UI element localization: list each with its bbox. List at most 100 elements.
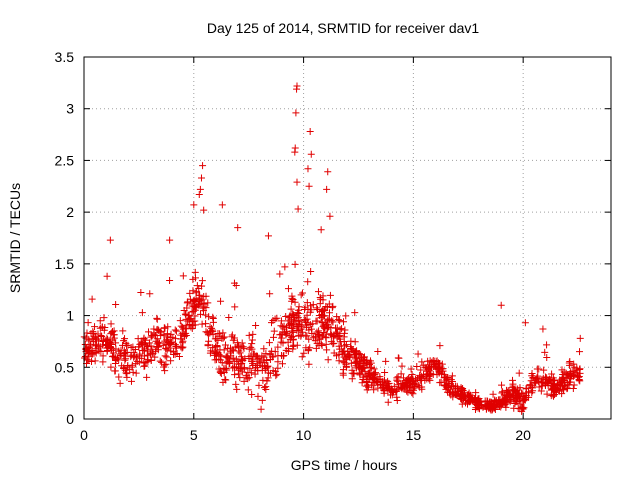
data-point [136, 350, 144, 358]
data-point [274, 343, 282, 351]
data-point [543, 390, 551, 398]
data-point [312, 333, 320, 341]
data-point [325, 300, 333, 308]
data-point [381, 369, 389, 377]
data-point [112, 300, 120, 308]
data-point [121, 335, 129, 343]
data-point [119, 327, 127, 335]
data-point [299, 328, 307, 336]
data-point [314, 288, 322, 296]
data-point [340, 347, 348, 355]
data-point [224, 354, 232, 362]
data-point [205, 337, 213, 345]
data-point [355, 363, 363, 371]
data-point [249, 350, 257, 358]
data-point [218, 201, 226, 209]
data-point [99, 358, 107, 366]
data-point [245, 331, 253, 339]
data-point [153, 315, 161, 323]
data-point [224, 345, 232, 353]
data-point [291, 260, 299, 268]
data-point [319, 307, 327, 315]
data-point [96, 317, 104, 325]
data-point [348, 369, 356, 377]
data-point [286, 332, 294, 340]
data-point [351, 309, 359, 317]
data-point [338, 325, 346, 333]
data-point [320, 306, 328, 314]
data-point [340, 318, 348, 326]
data-point [364, 369, 372, 377]
data-point [240, 377, 248, 385]
data-point [497, 301, 505, 309]
data-point [276, 331, 284, 339]
data-point [575, 373, 583, 381]
data-point [268, 347, 276, 355]
data-point [235, 344, 243, 352]
data-point [386, 391, 394, 399]
data-point [81, 340, 89, 348]
data-point [89, 328, 97, 336]
data-point [560, 386, 568, 394]
data-point [392, 387, 400, 395]
data-point [191, 317, 199, 325]
data-point [212, 349, 220, 357]
data-point [277, 317, 285, 325]
data-point [221, 376, 229, 384]
data-point [364, 372, 372, 380]
data-point [390, 382, 398, 390]
data-point [97, 331, 105, 339]
data-point [222, 376, 230, 384]
data-point [145, 328, 153, 336]
data-point [304, 278, 312, 286]
data-point [107, 363, 115, 371]
data-point [573, 366, 581, 374]
data-point [323, 185, 331, 193]
data-point [411, 380, 419, 388]
data-point [441, 373, 449, 381]
data-point [278, 360, 286, 368]
data-point [283, 323, 291, 331]
data-point [339, 348, 347, 356]
data-point [199, 162, 207, 170]
data-point [234, 341, 242, 349]
data-point [247, 343, 255, 351]
y-tick-label: 2.5 [55, 152, 75, 168]
data-point [566, 378, 574, 386]
data-point [333, 328, 341, 336]
data-point [336, 317, 344, 325]
data-point [566, 358, 574, 366]
data-point [248, 390, 256, 398]
x-axis-label: GPS time / hours [291, 457, 398, 473]
data-point [377, 381, 385, 389]
data-point [145, 339, 153, 347]
data-point [313, 328, 321, 336]
data-point [539, 325, 547, 333]
data-point [141, 362, 149, 370]
y-tick-label: 0.5 [55, 359, 75, 375]
data-point [461, 393, 469, 401]
data-point [324, 323, 332, 331]
data-point [341, 342, 349, 350]
data-point [441, 382, 449, 390]
data-point [258, 366, 266, 374]
data-point [304, 305, 312, 313]
data-point [88, 295, 96, 303]
data-point [91, 357, 99, 365]
data-point [258, 396, 266, 404]
data-point [562, 369, 570, 377]
data-point [300, 349, 308, 357]
data-point [179, 343, 187, 351]
data-point [147, 356, 155, 364]
data-point [306, 320, 314, 328]
data-point [209, 318, 217, 326]
data-point [540, 366, 548, 374]
data-point [249, 330, 257, 338]
data-point [498, 381, 506, 389]
data-point [229, 336, 237, 344]
data-point [171, 341, 179, 349]
data-point [501, 397, 509, 405]
data-point [363, 377, 371, 385]
data-point [527, 383, 535, 391]
